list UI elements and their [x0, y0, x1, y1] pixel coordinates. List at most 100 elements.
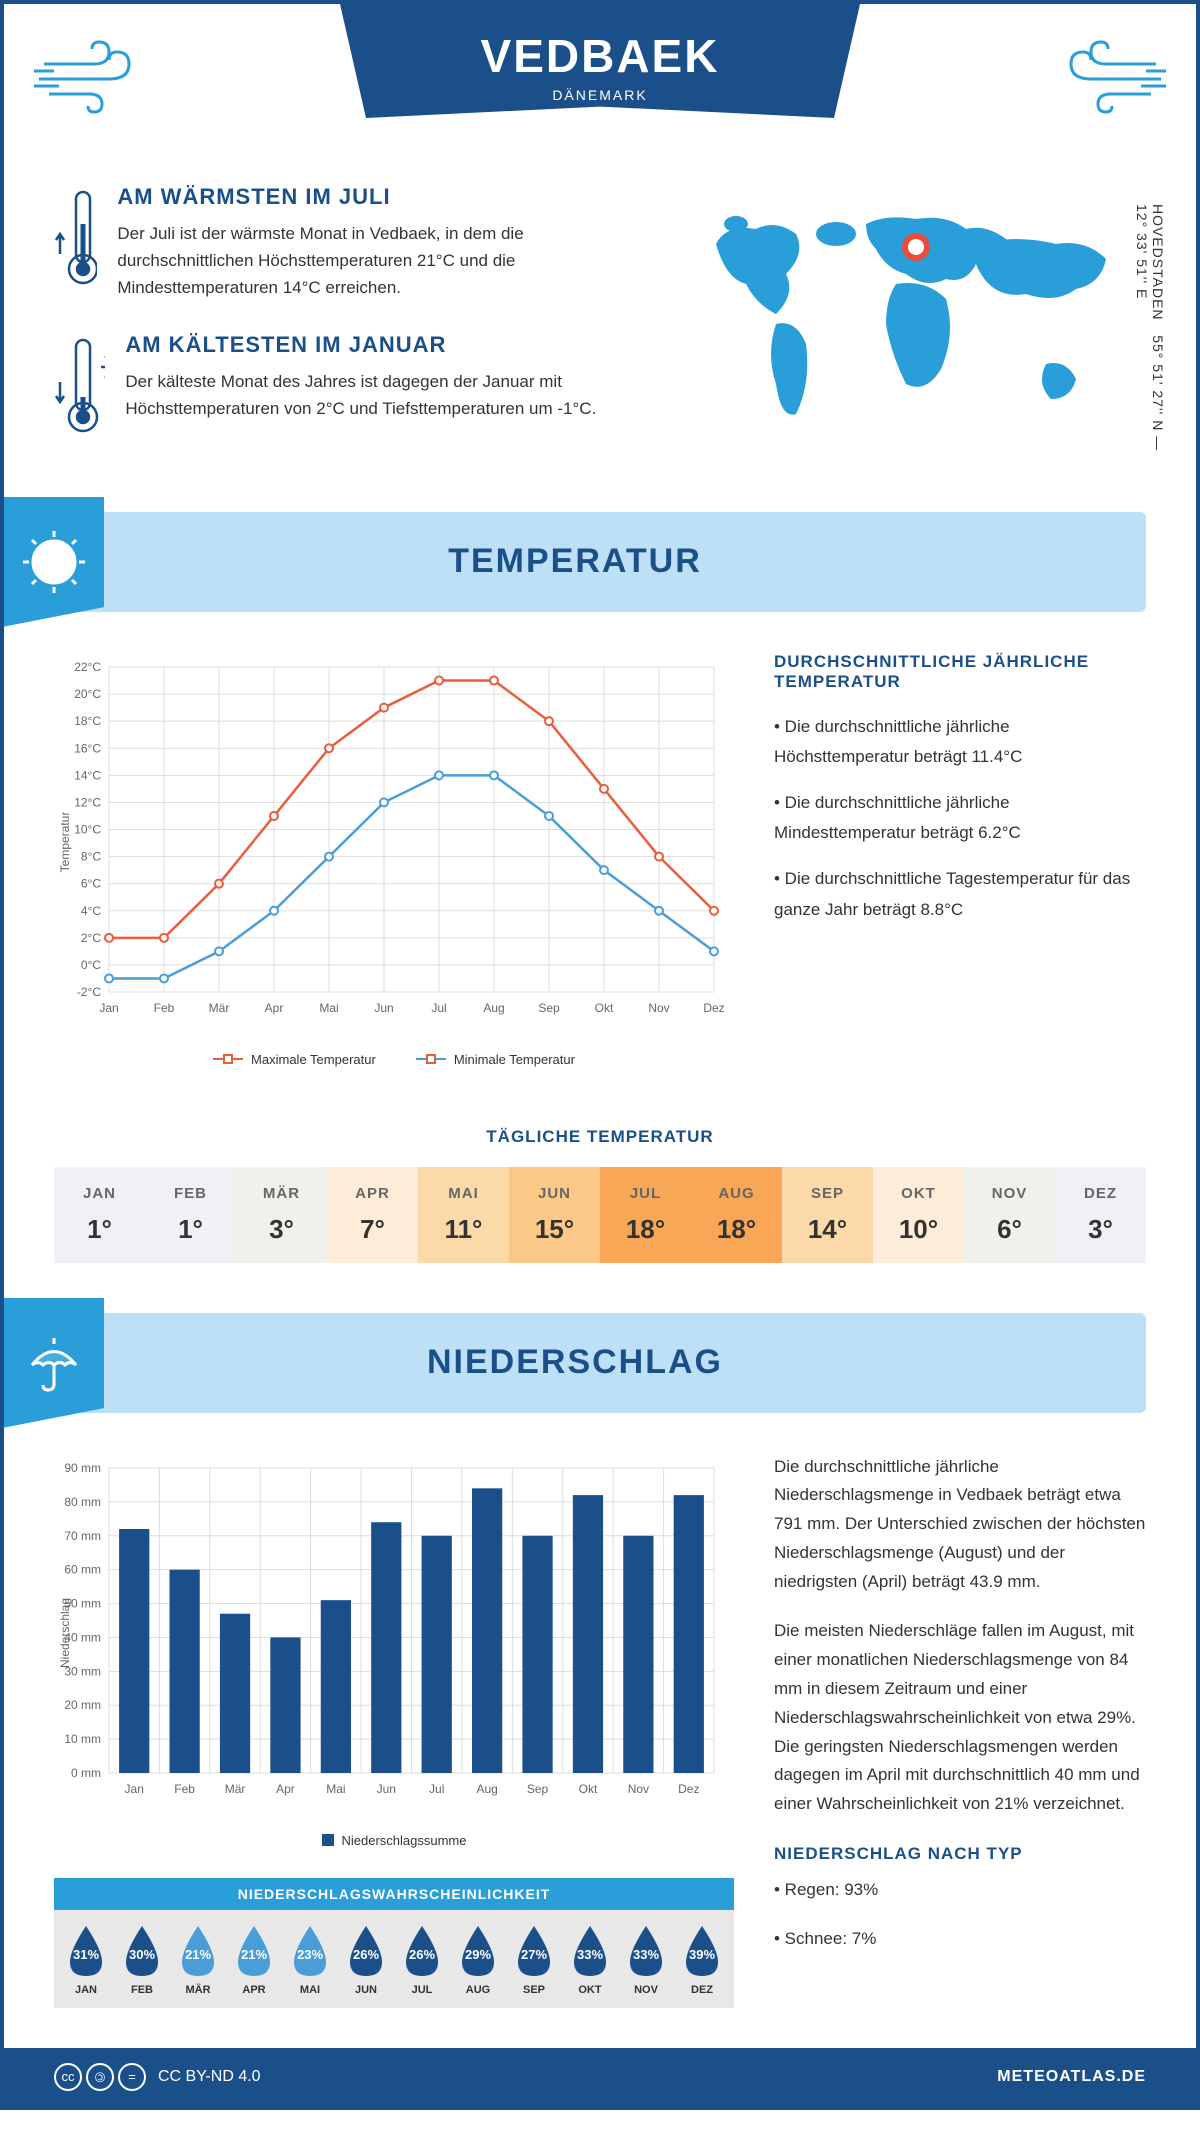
- intro-text: AM WÄRMSTEN IM JULI Der Juli ist der wär…: [54, 184, 646, 472]
- svg-text:20°C: 20°C: [74, 687, 101, 701]
- svg-text:Sep: Sep: [527, 1782, 549, 1796]
- svg-text:16°C: 16°C: [74, 741, 101, 755]
- svg-text:10°C: 10°C: [74, 822, 101, 836]
- svg-text:Aug: Aug: [476, 1782, 497, 1796]
- thermometer-cold-icon: [54, 332, 105, 442]
- temp-title: TEMPERATUR: [448, 542, 702, 581]
- svg-text:Mär: Mär: [225, 1782, 246, 1796]
- svg-text:22°C: 22°C: [74, 660, 101, 674]
- prob-cell: 31%JAN: [58, 1922, 114, 1996]
- svg-text:-2°C: -2°C: [77, 985, 101, 999]
- prob-title: NIEDERSCHLAGSWAHRSCHEINLICHKEIT: [54, 1878, 734, 1910]
- warmest-title: AM WÄRMSTEN IM JULI: [117, 184, 646, 210]
- temp-section-header: TEMPERATUR: [4, 512, 1146, 612]
- daily-temp-cell: OKT10°: [873, 1167, 964, 1263]
- prob-cell: 27%SEP: [506, 1922, 562, 1996]
- sun-icon: [4, 497, 104, 627]
- svg-text:Apr: Apr: [276, 1782, 295, 1796]
- precip-left: 0 mm10 mm20 mm30 mm40 mm50 mm60 mm70 mm8…: [54, 1453, 734, 2008]
- prob-cell: 30%FEB: [114, 1922, 170, 1996]
- daily-temp-cell: NOV6°: [964, 1167, 1055, 1263]
- daily-temp-row: JAN1°FEB1°MÄR3°APR7°MAI11°JUN15°JUL18°AU…: [54, 1167, 1146, 1263]
- svg-text:Mai: Mai: [319, 1001, 338, 1015]
- prob-cell: 33%NOV: [618, 1922, 674, 1996]
- precip-type: • Regen: 93%: [774, 1876, 1146, 1905]
- svg-text:Jun: Jun: [374, 1001, 393, 1015]
- svg-text:12°C: 12°C: [74, 795, 101, 809]
- daily-temp-cell: DEZ3°: [1055, 1167, 1146, 1263]
- svg-text:10 mm: 10 mm: [64, 1732, 101, 1746]
- temp-bullet: • Die durchschnittliche Tagestemperatur …: [774, 864, 1146, 925]
- daily-temp-cell: MAI11°: [418, 1167, 509, 1263]
- svg-text:Mai: Mai: [326, 1782, 345, 1796]
- svg-text:Dez: Dez: [703, 1001, 724, 1015]
- svg-text:60 mm: 60 mm: [64, 1562, 101, 1576]
- prob-cell: 33%OKT: [562, 1922, 618, 1996]
- precip-text: Die durchschnittliche jährliche Niedersc…: [774, 1453, 1146, 1597]
- svg-text:70 mm: 70 mm: [64, 1528, 101, 1542]
- prob-cell: 21%APR: [226, 1922, 282, 1996]
- coordinates: HOVEDSTADEN 55° 51' 27'' N — 12° 33' 51'…: [1134, 204, 1166, 472]
- svg-text:6°C: 6°C: [81, 876, 101, 890]
- daily-temp-cell: SEP14°: [782, 1167, 873, 1263]
- svg-text:8°C: 8°C: [81, 849, 101, 863]
- svg-text:Jun: Jun: [377, 1782, 396, 1796]
- svg-text:0°C: 0°C: [81, 957, 101, 971]
- wind-icon: [34, 34, 154, 129]
- daily-temp-cell: MÄR3°: [236, 1167, 327, 1263]
- daily-temp-cell: JAN1°: [54, 1167, 145, 1263]
- svg-text:80 mm: 80 mm: [64, 1494, 101, 1508]
- temp-info-title: DURCHSCHNITTLICHE JÄHRLICHE TEMPERATUR: [774, 652, 1146, 692]
- svg-text:Sep: Sep: [538, 1001, 560, 1015]
- wind-icon: [1046, 34, 1166, 129]
- svg-text:18°C: 18°C: [74, 714, 101, 728]
- temp-legend: .legend-line:nth-child(1)::before{border…: [54, 1052, 734, 1067]
- precip-content: 0 mm10 mm20 mm30 mm40 mm50 mm60 mm70 mm8…: [4, 1413, 1196, 2048]
- svg-text:Okt: Okt: [595, 1001, 614, 1015]
- thermometer-hot-icon: [54, 184, 97, 294]
- prob-row: 31%JAN30%FEB21%MÄR21%APR23%MAI26%JUN26%J…: [54, 1910, 734, 2008]
- temp-info: DURCHSCHNITTLICHE JÄHRLICHE TEMPERATUR •…: [774, 652, 1146, 1067]
- footer-license: cc 🄯 = CC BY-ND 4.0: [54, 2063, 261, 2091]
- precip-text: Die meisten Niederschläge fallen im Augu…: [774, 1617, 1146, 1819]
- daily-temp-cell: APR7°: [327, 1167, 418, 1263]
- svg-text:Nov: Nov: [628, 1782, 649, 1796]
- svg-text:0 mm: 0 mm: [71, 1766, 101, 1780]
- precip-type-title: NIEDERSCHLAG NACH TYP: [774, 1844, 1146, 1864]
- prob-cell: 26%JUN: [338, 1922, 394, 1996]
- svg-text:Jul: Jul: [431, 1001, 446, 1015]
- svg-text:Okt: Okt: [579, 1782, 598, 1796]
- temp-bullet: • Die durchschnittliche jährliche Höchst…: [774, 712, 1146, 773]
- temp-content: -2°C0°C2°C4°C6°C8°C10°C12°C14°C16°C18°C2…: [4, 612, 1196, 1107]
- svg-text:4°C: 4°C: [81, 903, 101, 917]
- daily-temp-cell: JUN15°: [509, 1167, 600, 1263]
- svg-text:Jan: Jan: [99, 1001, 118, 1015]
- svg-text:Mär: Mär: [209, 1001, 230, 1015]
- svg-text:Jan: Jan: [125, 1782, 144, 1796]
- svg-text:20 mm: 20 mm: [64, 1698, 101, 1712]
- footer: cc 🄯 = CC BY-ND 4.0 METEOATLAS.DE: [4, 2048, 1196, 2106]
- page-title: VEDBAEK: [420, 29, 780, 83]
- prob-cell: 39%DEZ: [674, 1922, 730, 1996]
- temp-bullet: • Die durchschnittliche jährliche Mindes…: [774, 788, 1146, 849]
- footer-site: METEOATLAS.DE: [997, 2068, 1146, 2086]
- cc-icons: cc 🄯 =: [54, 2063, 146, 2091]
- prob-cell: 29%AUG: [450, 1922, 506, 1996]
- temp-chart: -2°C0°C2°C4°C6°C8°C10°C12°C14°C16°C18°C2…: [54, 652, 734, 1067]
- prob-cell: 26%JUL: [394, 1922, 450, 1996]
- warmest-text: Der Juli ist der wärmste Monat in Vedbae…: [117, 220, 646, 302]
- daily-temp-cell: FEB1°: [145, 1167, 236, 1263]
- coldest-text: Der kälteste Monat des Jahres ist dagege…: [125, 368, 646, 422]
- precip-info: Die durchschnittliche jährliche Niedersc…: [774, 1453, 1146, 2008]
- precip-section-header: NIEDERSCHLAG: [4, 1313, 1146, 1413]
- precip-chart: 0 mm10 mm20 mm30 mm40 mm50 mm60 mm70 mm8…: [54, 1453, 734, 1813]
- coldest-block: AM KÄLTESTEN IM JANUAR Der kälteste Mona…: [54, 332, 646, 442]
- svg-text:2°C: 2°C: [81, 930, 101, 944]
- umbrella-icon: [4, 1298, 104, 1428]
- header-banner: VEDBAEK DÄNEMARK: [340, 4, 860, 118]
- svg-text:Feb: Feb: [154, 1001, 175, 1015]
- world-map: HOVEDSTADEN 55° 51' 27'' N — 12° 33' 51'…: [686, 184, 1146, 472]
- intro-section: AM WÄRMSTEN IM JULI Der Juli ist der wär…: [4, 164, 1196, 512]
- prob-section: NIEDERSCHLAGSWAHRSCHEINLICHKEIT 31%JAN30…: [54, 1878, 734, 2008]
- svg-text:Jul: Jul: [429, 1782, 444, 1796]
